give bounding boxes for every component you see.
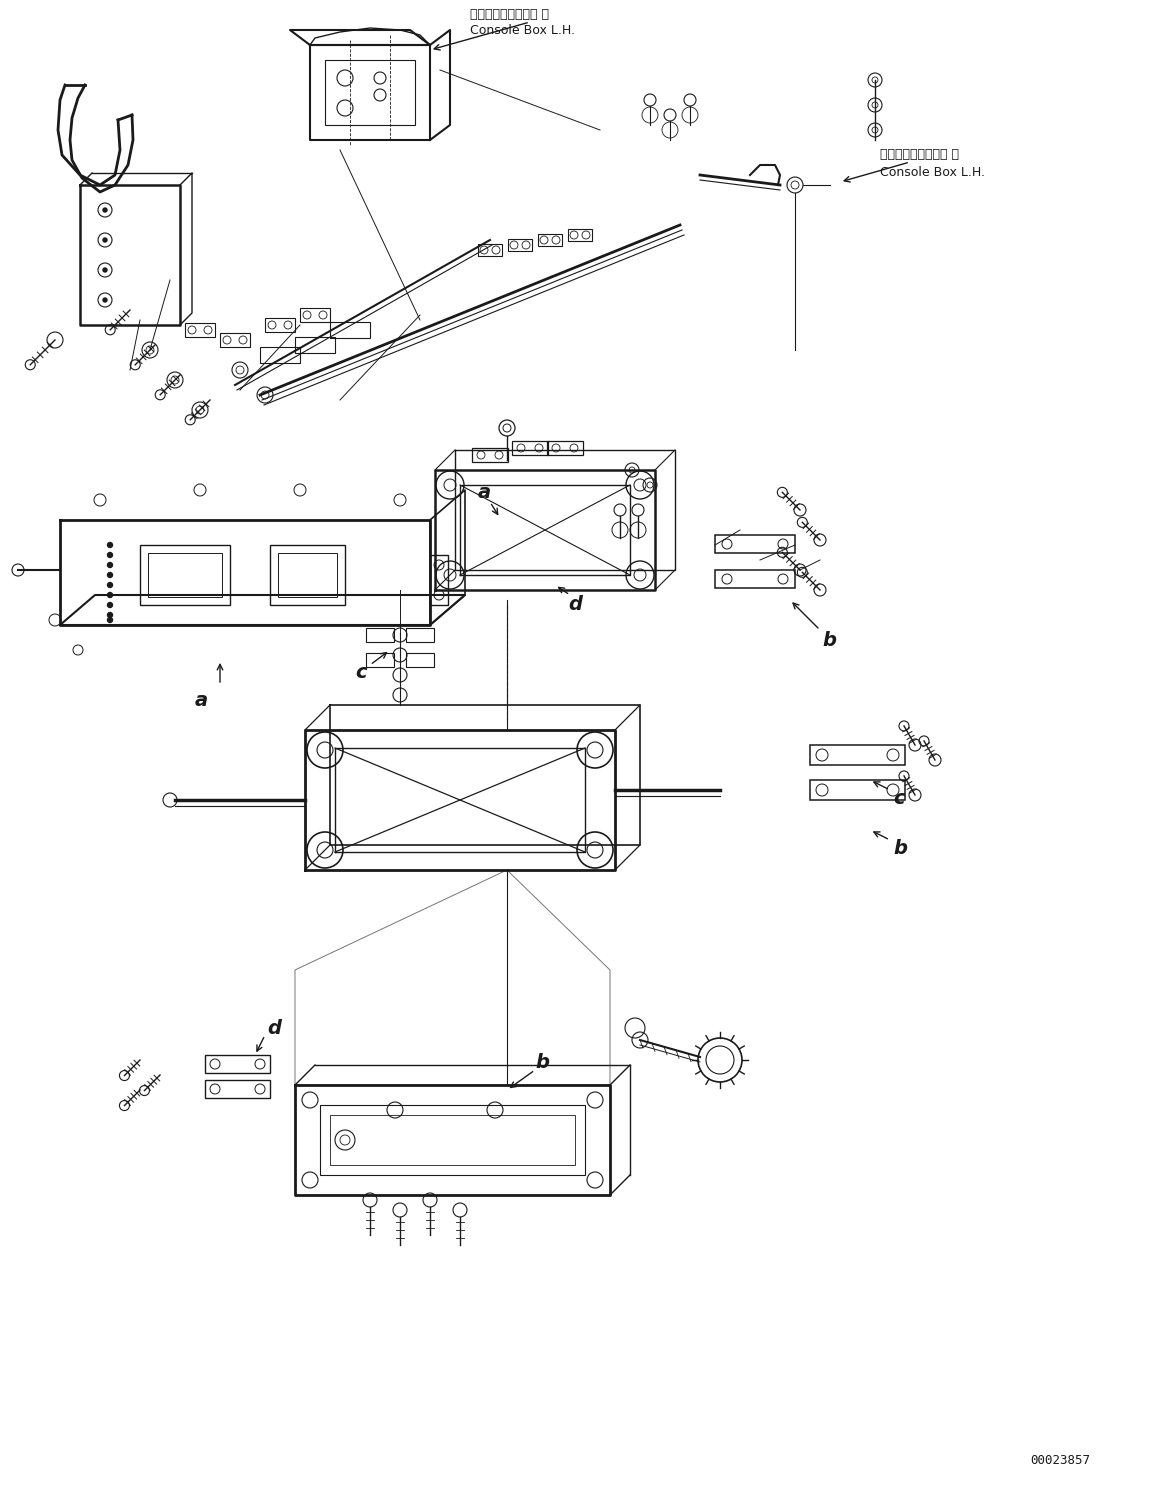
Circle shape — [108, 562, 112, 568]
Bar — [295, 337, 335, 353]
Bar — [330, 1115, 576, 1164]
Bar — [508, 239, 532, 250]
Bar — [406, 628, 434, 643]
Text: d: d — [267, 1018, 281, 1038]
Bar — [265, 318, 295, 332]
Bar — [714, 570, 796, 587]
Bar — [512, 441, 548, 455]
Bar — [261, 347, 300, 362]
Bar — [430, 555, 448, 605]
Text: a: a — [195, 690, 208, 710]
Text: Console Box L.H.: Console Box L.H. — [470, 24, 576, 36]
Bar — [185, 324, 215, 337]
Circle shape — [108, 613, 112, 617]
Bar — [569, 230, 592, 242]
Bar — [538, 234, 562, 246]
Text: b: b — [893, 838, 907, 857]
Circle shape — [108, 553, 112, 558]
Circle shape — [108, 602, 112, 607]
Circle shape — [108, 583, 112, 587]
Bar — [714, 535, 796, 553]
Bar — [300, 309, 330, 322]
Bar — [366, 653, 394, 666]
Text: Console Box L.H.: Console Box L.H. — [880, 166, 985, 179]
Bar — [366, 628, 394, 643]
Text: b: b — [535, 1054, 549, 1072]
Bar — [809, 780, 906, 801]
Bar — [140, 546, 230, 605]
Bar — [472, 447, 508, 462]
Bar — [325, 60, 415, 125]
Bar — [809, 746, 906, 765]
Circle shape — [103, 209, 107, 212]
Bar — [547, 441, 582, 455]
Circle shape — [108, 592, 112, 598]
Bar — [148, 553, 222, 596]
Text: コンソールボックス 左: コンソールボックス 左 — [470, 9, 549, 21]
Circle shape — [103, 239, 107, 242]
Bar — [478, 245, 503, 256]
Bar — [270, 546, 345, 605]
Bar — [278, 553, 337, 596]
Text: c: c — [893, 789, 904, 808]
Bar — [330, 322, 371, 338]
Bar — [205, 1056, 270, 1074]
Text: a: a — [478, 483, 491, 501]
Bar — [220, 332, 250, 347]
Circle shape — [103, 298, 107, 303]
Bar — [320, 1105, 585, 1175]
Text: b: b — [822, 631, 836, 650]
Circle shape — [108, 543, 112, 547]
Text: コンソールボックス 左: コンソールボックス 左 — [880, 149, 959, 161]
Text: d: d — [569, 595, 582, 614]
Circle shape — [103, 268, 107, 271]
Circle shape — [108, 573, 112, 577]
Text: c: c — [356, 663, 366, 683]
Bar — [205, 1079, 270, 1097]
Bar — [406, 653, 434, 666]
Circle shape — [108, 617, 112, 623]
Text: 00023857: 00023857 — [1029, 1454, 1090, 1467]
